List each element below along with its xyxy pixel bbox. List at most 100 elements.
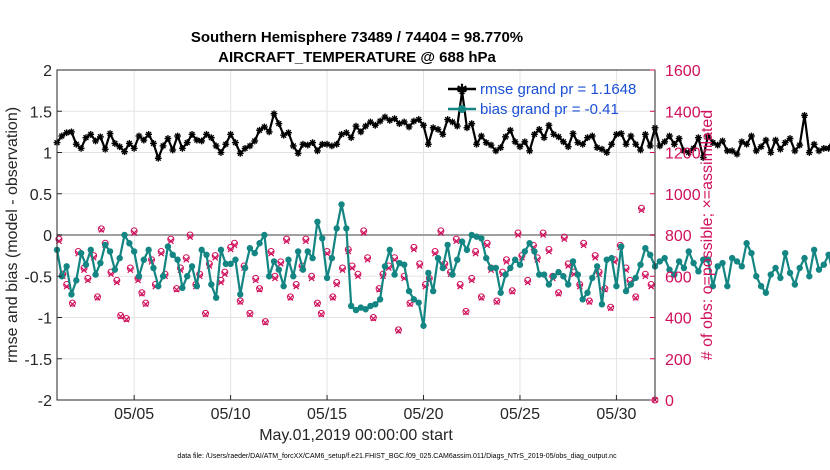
rmse-point <box>473 140 480 148</box>
bias-point <box>270 258 278 265</box>
bias-point <box>391 271 398 278</box>
bias-point <box>116 254 123 262</box>
rmse-point <box>77 144 85 152</box>
rmse-point-ray <box>589 133 596 139</box>
rmse-point <box>608 140 615 148</box>
rmse-point <box>588 132 596 140</box>
rmse-point <box>666 132 673 140</box>
rmse-point-ray <box>150 140 157 147</box>
rmse-point-ray <box>256 127 263 134</box>
rmse-point-ray <box>58 133 65 139</box>
obs-possible-marker <box>138 289 146 297</box>
rmse-point-ray <box>613 131 620 138</box>
obs-assimilated-marker <box>142 301 149 308</box>
bias-point <box>140 256 148 263</box>
rmse-point <box>613 130 620 138</box>
rmse-point-ray <box>782 139 789 146</box>
rmse-point-ray <box>232 139 239 146</box>
rmse-point <box>492 147 500 155</box>
rmse-point-ray <box>324 141 330 148</box>
rmse-point-ray <box>184 139 191 146</box>
bias-point <box>338 201 345 208</box>
legend: ✱ rmse grand pr = 1.1648 bias grand pr =… <box>448 81 636 118</box>
bias-point <box>232 256 239 263</box>
obs-assimilated-stroke-b <box>94 294 101 301</box>
obs-assimilated-marker <box>555 290 562 297</box>
obs-possible-marker <box>524 276 532 284</box>
y-axis-left-ticks: -2 -1.5 -1 -0.5 0 0.5 1 1.5 2 <box>24 63 62 410</box>
obs-assimilated-marker <box>333 281 340 288</box>
rmse-point <box>227 130 235 138</box>
rmse-point <box>188 130 196 138</box>
obs-possible-marker <box>302 235 310 243</box>
rmse-point-ray <box>73 141 80 148</box>
bias-point <box>68 291 75 298</box>
obs-possible-marker <box>493 297 501 305</box>
rmse-point-ray <box>247 143 253 149</box>
rmse-point-ray <box>661 138 668 145</box>
bias-point <box>825 251 830 258</box>
obs-assimilated-marker <box>277 260 284 267</box>
y-left-tick-label: 1 <box>43 146 52 163</box>
bias-point <box>73 277 80 284</box>
bias-point <box>376 296 384 303</box>
bias-point <box>714 263 721 270</box>
rmse-point-ray <box>213 143 220 149</box>
obs-possible-marker <box>221 268 229 276</box>
bias-point <box>560 273 567 280</box>
rmse-point-ray <box>468 120 475 127</box>
obs-assimilated-stroke-b <box>187 234 194 241</box>
obs-possible-marker <box>462 307 470 315</box>
obs-assimilated-stroke-b <box>117 313 124 320</box>
obs-possible-marker <box>421 281 429 288</box>
bias-point <box>135 273 143 280</box>
obs-assimilated-marker <box>349 264 356 272</box>
bias-point <box>704 256 712 263</box>
bias-point <box>212 294 220 301</box>
y-right-tick-label: 400 <box>665 311 692 328</box>
rmse-point-ray <box>492 147 499 154</box>
rmse-point-ray <box>309 139 316 146</box>
rmse-point-ray <box>121 148 128 155</box>
rmse-point-ray <box>637 147 644 153</box>
obs-assimilated-marker <box>580 242 587 249</box>
bias-point <box>159 273 167 280</box>
rmse-point-ray <box>439 131 446 138</box>
rmse-point-ray <box>594 144 601 151</box>
rmse-point-ray <box>676 135 683 142</box>
obs-assimilated-stroke-b <box>302 238 309 245</box>
obs-assimilated-marker <box>360 229 367 236</box>
bias-point <box>550 273 557 280</box>
rmse-point <box>776 145 784 153</box>
rmse-point-ray <box>546 122 552 129</box>
rmse-point-ray <box>825 145 830 152</box>
rmse-point-ray <box>107 130 113 137</box>
obs-possible-marker <box>416 260 424 268</box>
obs-assimilated-marker <box>314 301 321 308</box>
bias-point <box>198 246 205 254</box>
rmse-point <box>63 129 71 137</box>
bias-point <box>685 248 692 255</box>
obs-assimilated-stroke-b <box>457 283 464 290</box>
bias-point <box>164 243 172 250</box>
rmse-point <box>463 124 471 132</box>
rmse-point-ray <box>415 116 422 123</box>
obs-assimilated-marker <box>561 236 568 243</box>
obs-possible-marker <box>227 243 235 251</box>
obs-assimilated-stroke-b <box>524 279 531 286</box>
rmse-point <box>531 130 538 138</box>
obs-assimilated-marker <box>586 299 593 306</box>
obs-possible-marker <box>508 287 516 295</box>
rmse-point-ray <box>623 141 629 148</box>
bias-point <box>492 264 500 272</box>
rmse-point-ray <box>478 133 485 139</box>
bias-point <box>555 268 562 276</box>
x-axis-ticks: 05/05 05/10 05/15 05/20 05/25 05/30 <box>114 395 637 423</box>
rmse-point-ray <box>160 143 166 149</box>
rmse-point <box>632 140 640 148</box>
rmse-point-ray <box>222 141 229 148</box>
x-tick-label: 05/10 <box>211 406 251 423</box>
bias-point <box>304 248 311 255</box>
obs-possible-marker <box>329 293 337 301</box>
obs-assimilated-marker <box>478 294 485 301</box>
